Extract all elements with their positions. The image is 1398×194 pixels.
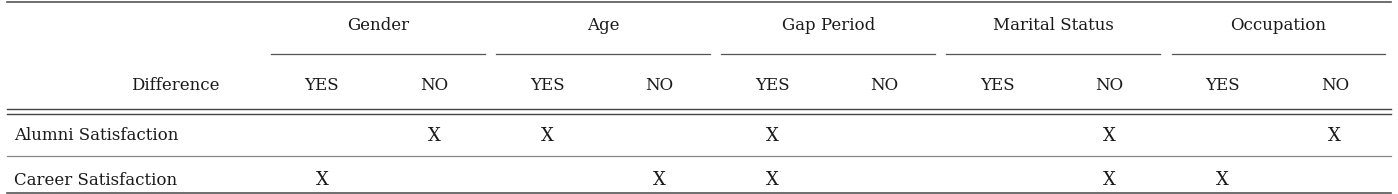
Text: NO: NO: [871, 77, 899, 94]
Text: NO: NO: [646, 77, 674, 94]
Text: X: X: [1103, 127, 1116, 145]
Text: Difference: Difference: [131, 77, 219, 94]
Text: X: X: [653, 171, 665, 189]
Text: NO: NO: [421, 77, 449, 94]
Text: Career Satisfaction: Career Satisfaction: [14, 172, 178, 189]
Text: Gender: Gender: [347, 17, 410, 34]
Text: Gap Period: Gap Period: [781, 17, 875, 34]
Text: X: X: [428, 127, 440, 145]
Text: X: X: [1328, 127, 1341, 145]
Text: X: X: [1216, 171, 1229, 189]
Text: NO: NO: [1321, 77, 1349, 94]
Text: X: X: [1103, 171, 1116, 189]
Text: Marital Status: Marital Status: [993, 17, 1114, 34]
Text: YES: YES: [530, 77, 565, 94]
Text: YES: YES: [1205, 77, 1240, 94]
Text: X: X: [541, 127, 554, 145]
Text: YES: YES: [755, 77, 790, 94]
Text: YES: YES: [305, 77, 340, 94]
Text: Occupation: Occupation: [1230, 17, 1327, 34]
Text: Age: Age: [587, 17, 619, 34]
Text: X: X: [766, 127, 779, 145]
Text: NO: NO: [1096, 77, 1124, 94]
Text: YES: YES: [980, 77, 1015, 94]
Text: Alumni Satisfaction: Alumni Satisfaction: [14, 127, 179, 144]
Text: X: X: [316, 171, 329, 189]
Text: X: X: [766, 171, 779, 189]
